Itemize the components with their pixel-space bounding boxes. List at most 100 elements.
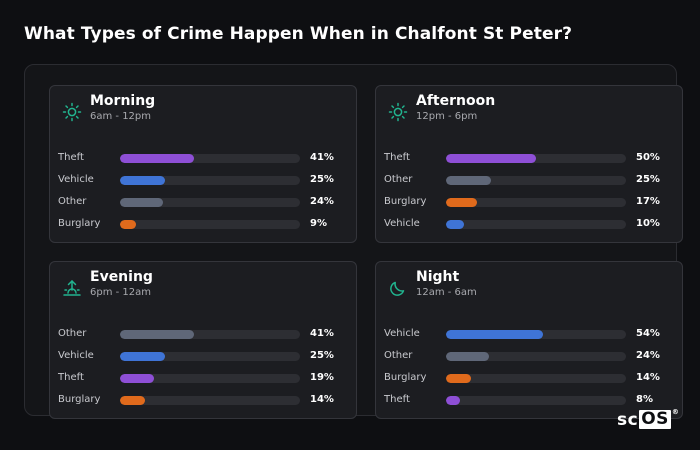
bar-label: Vehicle bbox=[58, 174, 94, 185]
bar-label: Burglary bbox=[384, 372, 427, 383]
bar-fill bbox=[446, 396, 461, 405]
bar-fill bbox=[120, 352, 165, 361]
moon-icon bbox=[388, 278, 408, 298]
bar-row: Theft 8% bbox=[384, 390, 676, 412]
bar-list: Theft 50% Other 25% Burglary 17% Vehicle 10% bbox=[384, 148, 676, 236]
bar-row: Other 24% bbox=[58, 192, 350, 214]
bar-track bbox=[120, 396, 300, 405]
bar-label: Burglary bbox=[384, 196, 427, 207]
card-night: Night 12am - 6am Vehicle 54% Other 24% Burgl… bbox=[375, 261, 683, 419]
logo-registered-mark: ® bbox=[671, 408, 680, 416]
bar-track bbox=[446, 352, 626, 361]
bar-fill bbox=[120, 374, 155, 383]
bar-label: Theft bbox=[384, 152, 410, 163]
bar-row: Other 41% bbox=[58, 324, 350, 346]
bar-fill bbox=[120, 198, 164, 207]
bar-fill bbox=[120, 176, 165, 185]
bar-track bbox=[120, 330, 300, 339]
card-subtitle: 12am - 6am bbox=[416, 287, 477, 298]
bar-label: Other bbox=[58, 196, 87, 207]
logo-text: sc bbox=[617, 410, 639, 430]
bar-row: Theft 19% bbox=[58, 368, 350, 390]
bar-track bbox=[446, 374, 626, 383]
bar-percentage: 54% bbox=[636, 328, 660, 339]
bar-row: Burglary 14% bbox=[384, 368, 676, 390]
bar-list: Vehicle 54% Other 24% Burglary 14% Theft 8% bbox=[384, 324, 676, 412]
bar-fill bbox=[446, 352, 490, 361]
bar-percentage: 41% bbox=[310, 328, 334, 339]
card-evening: Evening 6pm - 12am Other 41% Vehicle 25% The… bbox=[49, 261, 357, 419]
bar-label: Other bbox=[384, 174, 413, 185]
bar-percentage: 50% bbox=[636, 152, 660, 163]
bar-label: Vehicle bbox=[384, 328, 420, 339]
bar-fill bbox=[446, 176, 491, 185]
bar-percentage: 41% bbox=[310, 152, 334, 163]
bar-fill bbox=[446, 154, 536, 163]
bar-track bbox=[446, 220, 626, 229]
bar-list: Other 41% Vehicle 25% Theft 19% Burglary 14% bbox=[58, 324, 350, 412]
bar-label: Theft bbox=[58, 152, 84, 163]
bar-track bbox=[446, 330, 626, 339]
bar-label: Burglary bbox=[58, 218, 101, 229]
bar-percentage: 24% bbox=[636, 350, 660, 361]
bar-row: Vehicle 25% bbox=[58, 346, 350, 368]
bar-row: Other 25% bbox=[384, 170, 676, 192]
sunset-icon bbox=[62, 278, 82, 298]
bar-fill bbox=[120, 154, 194, 163]
sun-icon bbox=[62, 102, 82, 122]
bar-row: Burglary 17% bbox=[384, 192, 676, 214]
card-title: Afternoon bbox=[416, 93, 496, 109]
bar-fill bbox=[446, 198, 477, 207]
bar-label: Theft bbox=[58, 372, 84, 383]
bar-percentage: 25% bbox=[636, 174, 660, 185]
bar-track bbox=[446, 176, 626, 185]
bar-list: Theft 41% Vehicle 25% Other 24% Burglary 9% bbox=[58, 148, 350, 236]
card-subtitle: 12pm - 6pm bbox=[416, 111, 478, 122]
bar-label: Other bbox=[58, 328, 87, 339]
bar-row: Theft 41% bbox=[58, 148, 350, 170]
bar-row: Burglary 14% bbox=[58, 390, 350, 412]
bar-fill bbox=[446, 330, 544, 339]
bar-track bbox=[120, 352, 300, 361]
bar-percentage: 8% bbox=[636, 394, 653, 405]
page-title: What Types of Crime Happen When in Chalf… bbox=[24, 24, 573, 44]
bar-label: Burglary bbox=[58, 394, 101, 405]
bar-percentage: 14% bbox=[310, 394, 334, 405]
card-title: Evening bbox=[90, 269, 153, 285]
bar-track bbox=[446, 198, 626, 207]
bar-track bbox=[120, 374, 300, 383]
bar-label: Vehicle bbox=[384, 218, 420, 229]
bar-track bbox=[120, 154, 300, 163]
card-subtitle: 6am - 12pm bbox=[90, 111, 152, 122]
bar-label: Theft bbox=[384, 394, 410, 405]
bar-percentage: 9% bbox=[310, 218, 327, 229]
bar-fill bbox=[120, 220, 137, 229]
bar-row: Other 24% bbox=[384, 346, 676, 368]
bar-track bbox=[120, 198, 300, 207]
bar-percentage: 17% bbox=[636, 196, 660, 207]
card-title: Morning bbox=[90, 93, 156, 109]
bar-track bbox=[120, 176, 300, 185]
sun-icon bbox=[388, 102, 408, 122]
bar-track bbox=[446, 154, 626, 163]
bar-percentage: 24% bbox=[310, 196, 334, 207]
card-morning: Morning 6am - 12pm Theft 41% Vehicle 25% Oth… bbox=[49, 85, 357, 243]
bar-percentage: 14% bbox=[636, 372, 660, 383]
logo-box-text: OS bbox=[639, 409, 671, 429]
bar-percentage: 10% bbox=[636, 218, 660, 229]
bar-fill bbox=[120, 396, 146, 405]
bar-row: Vehicle 54% bbox=[384, 324, 676, 346]
bar-row: Burglary 9% bbox=[58, 214, 350, 236]
bar-fill bbox=[446, 220, 464, 229]
card-title: Night bbox=[416, 269, 460, 285]
bar-percentage: 19% bbox=[310, 372, 334, 383]
bar-row: Theft 50% bbox=[384, 148, 676, 170]
bar-label: Other bbox=[384, 350, 413, 361]
bar-fill bbox=[120, 330, 194, 339]
bar-label: Vehicle bbox=[58, 350, 94, 361]
scos-logo: sc OS ® bbox=[617, 408, 680, 430]
bar-fill bbox=[446, 374, 472, 383]
card-subtitle: 6pm - 12am bbox=[90, 287, 152, 298]
bar-percentage: 25% bbox=[310, 174, 334, 185]
bar-row: Vehicle 10% bbox=[384, 214, 676, 236]
